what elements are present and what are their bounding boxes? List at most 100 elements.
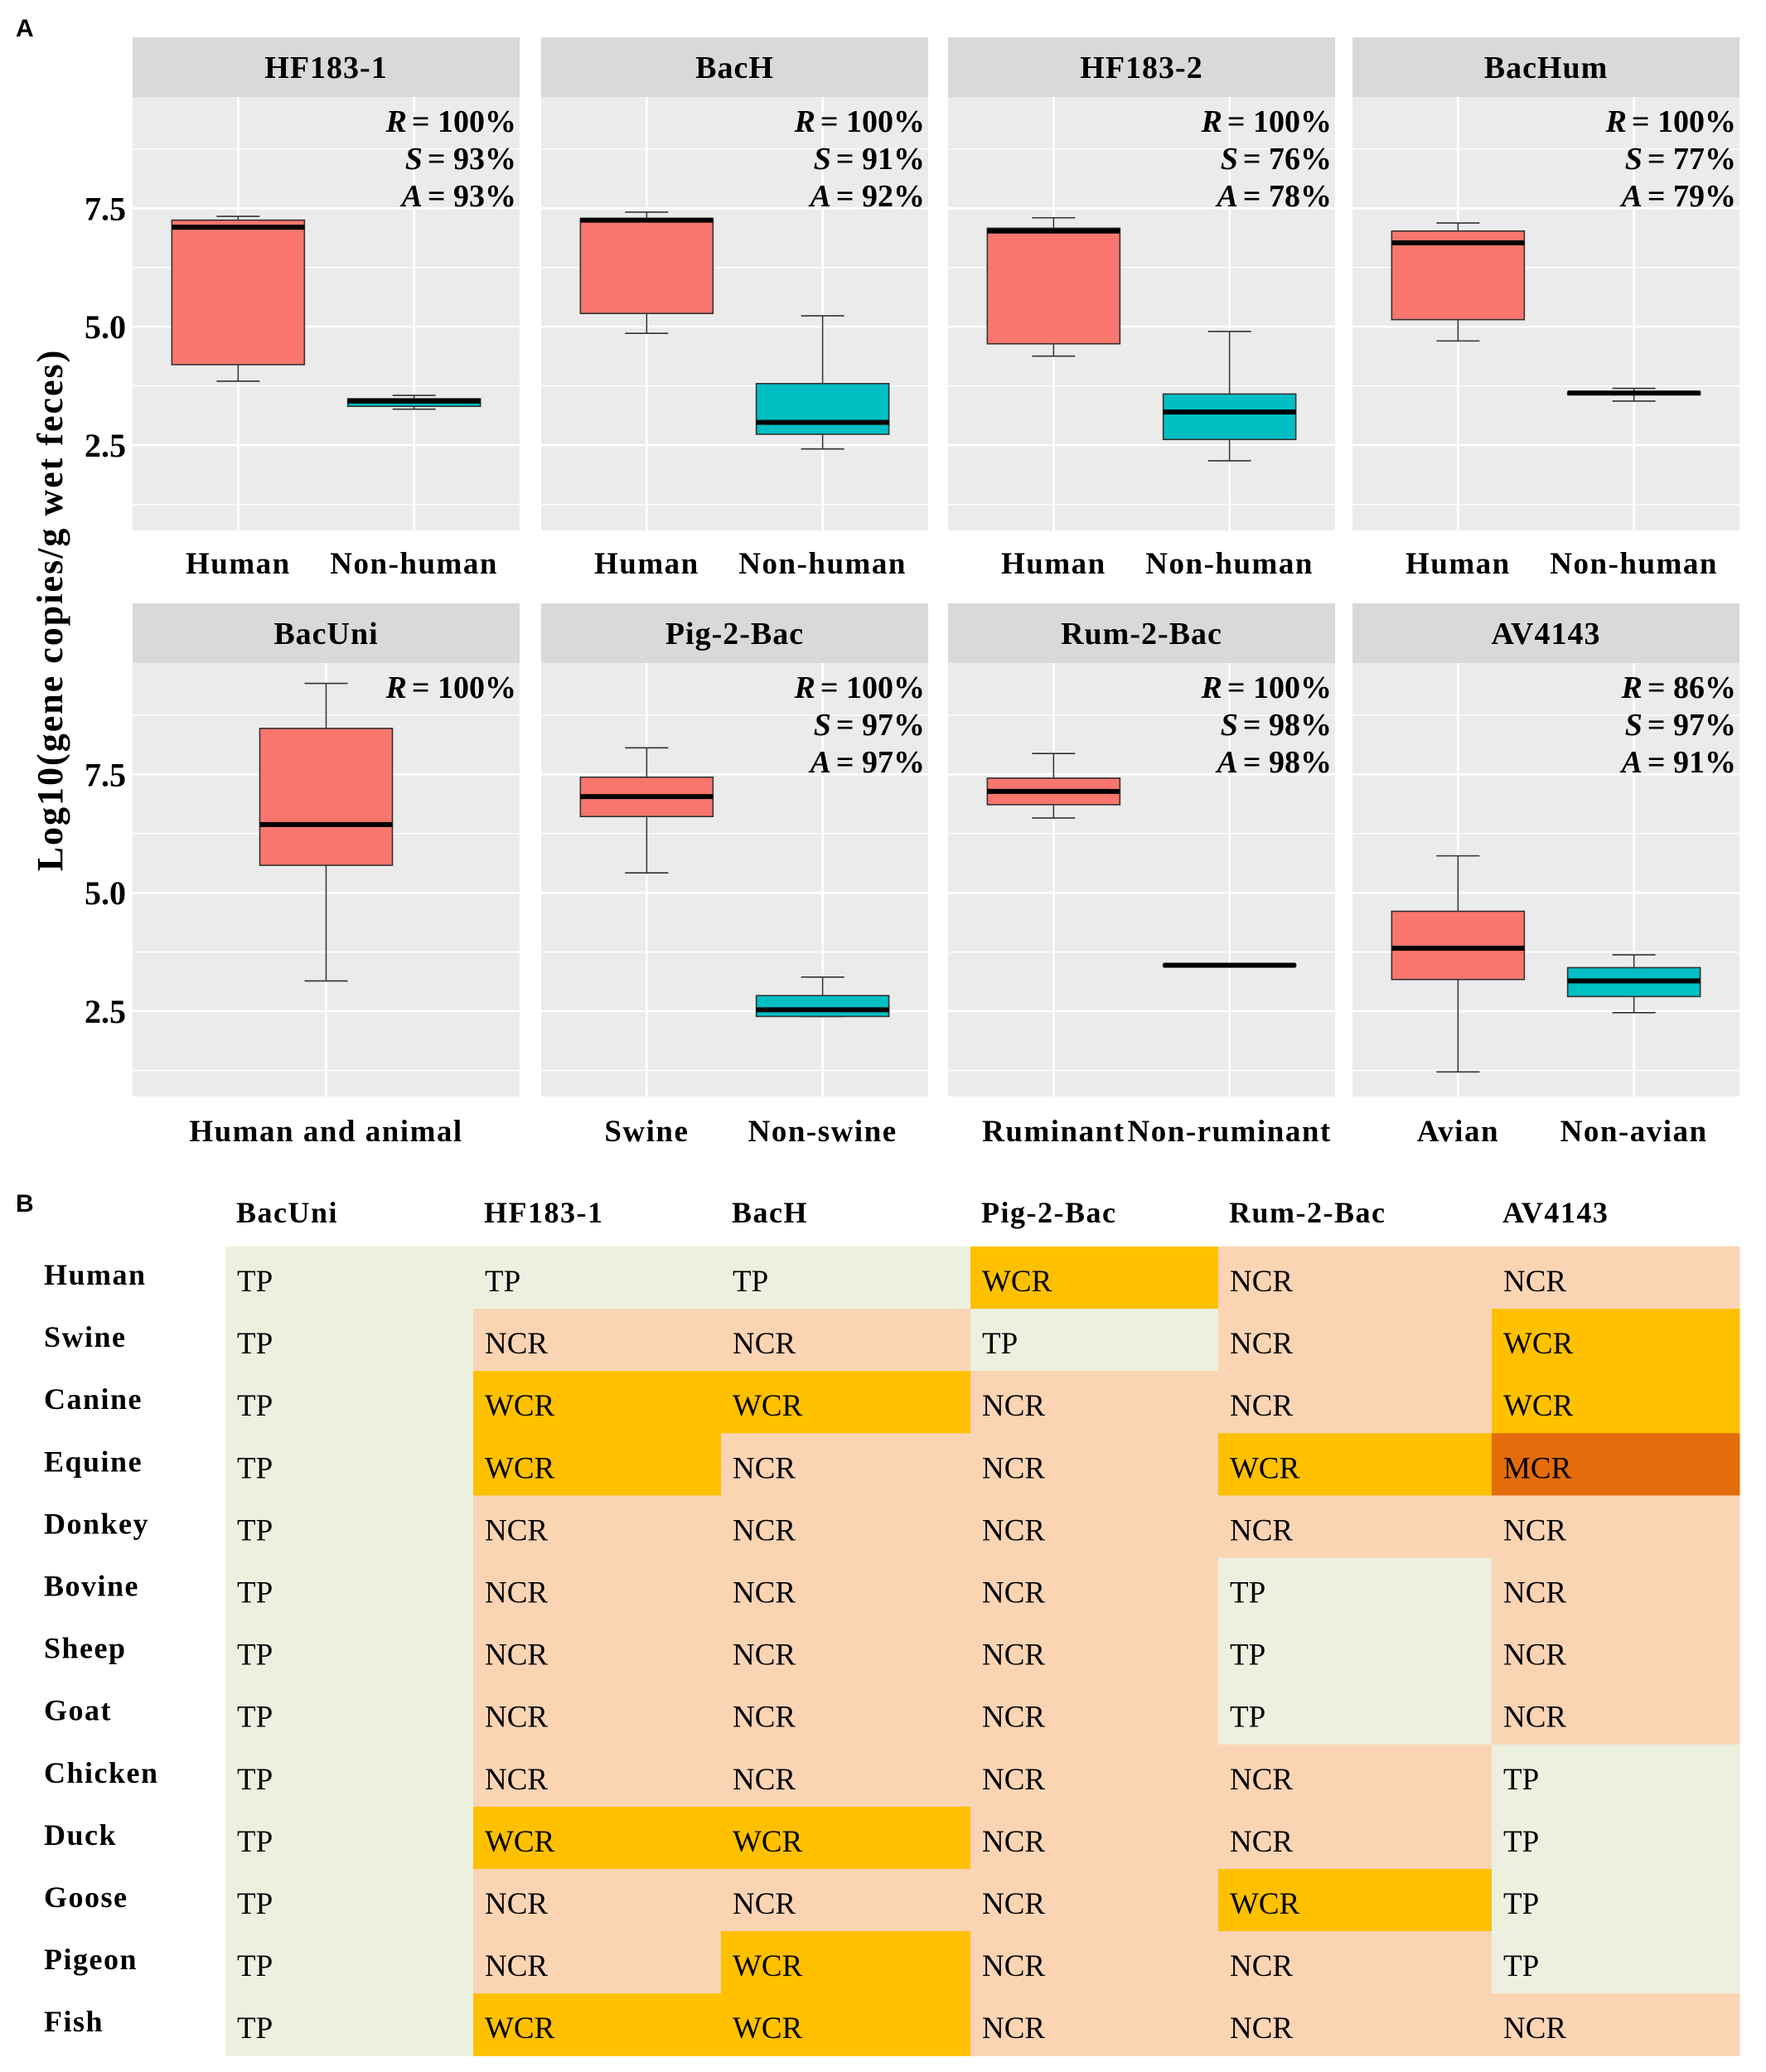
metric-value: = 98% (1243, 745, 1332, 780)
x-tick-label: Human (186, 547, 291, 581)
metric-annotation: S = 91% (814, 142, 925, 177)
cell-ncr (721, 1744, 971, 1808)
metric-name: R (385, 104, 406, 139)
cell-value: TP (237, 1639, 273, 1673)
metric-name: R (1604, 104, 1626, 139)
cell-wcr (473, 1371, 722, 1434)
metric-value: = 97% (836, 745, 925, 780)
row-label: Sheep (44, 1632, 127, 1665)
cell-value: NCR (1503, 1576, 1566, 1610)
row-label: Bovine (44, 1570, 139, 1603)
cell-tp (1218, 1557, 1493, 1621)
metric-value: = 78% (1243, 179, 1332, 214)
panel-label-a: A (16, 15, 34, 42)
cell-ncr (1492, 1495, 1740, 1558)
cell-value: TP (237, 1949, 273, 1983)
cell-ncr (721, 1869, 971, 1932)
facet-title: Pig-2-Bac (665, 617, 804, 651)
y-tick-label: 2.5 (85, 427, 126, 464)
facet-bachum: BacHum Human Non-human R = 100%S = 77%A = 79% (1352, 37, 1739, 581)
metric-annotation: R = 100% (1200, 104, 1332, 139)
metric-annotation: S = 97% (814, 708, 925, 743)
x-tick-label: Avian (1417, 1115, 1499, 1149)
cell-ncr (970, 1619, 1219, 1683)
cell-tp (1492, 1931, 1740, 1994)
metric-annotation: R = 100% (793, 670, 925, 705)
box-human (1391, 222, 1526, 342)
cell-value: NCR (1503, 1513, 1566, 1547)
cell-tp (225, 1309, 474, 1372)
metric-annotation: A = 97% (808, 745, 925, 780)
cell-wcr (473, 1433, 722, 1496)
cell-value: TP (1503, 1825, 1539, 1859)
cell-value: NCR (982, 1451, 1045, 1485)
cell-value: TP (237, 1763, 273, 1797)
metric-value: = 76% (1243, 142, 1332, 177)
table-row: Bovine TP NCR NCR NCR TP NCR (44, 1557, 1740, 1621)
cell-value: NCR (982, 1576, 1045, 1610)
box-iqr (1391, 910, 1526, 980)
metric-annotation: R = 100% (1604, 104, 1736, 139)
cell-value: NCR (485, 1513, 548, 1547)
metric-value: = 86% (1647, 670, 1736, 705)
metric-value: = 91% (836, 142, 925, 177)
metric-annotation: A = 78% (1215, 179, 1332, 214)
cell-value: WCR (733, 1389, 803, 1423)
cell-tp (225, 1931, 474, 1994)
cell-value: NCR (485, 1327, 548, 1361)
cell-value: NCR (982, 2011, 1045, 2045)
x-tick-label: Human (1406, 547, 1511, 581)
cell-value: NCR (1230, 1327, 1293, 1361)
facet-strip (541, 37, 928, 97)
cell-value: TP (1230, 1639, 1265, 1673)
cell-value: NCR (982, 1701, 1045, 1735)
metric-name: R (793, 670, 815, 705)
cell-value: NCR (982, 1513, 1045, 1547)
metric-name: A (1215, 179, 1237, 214)
cell-value: WCR (1503, 1327, 1574, 1361)
metric-value: = 97% (1647, 708, 1736, 743)
cell-tp (1218, 1682, 1493, 1745)
metric-annotation: R = 100% (793, 104, 925, 139)
metric-name: S (405, 142, 423, 177)
metric-annotation: S = 77% (1625, 142, 1736, 177)
cell-value: WCR (485, 1825, 555, 1859)
metric-name: S (814, 142, 831, 177)
facet-strip (1352, 603, 1739, 663)
cell-ncr (721, 1557, 971, 1621)
box-iqr (259, 728, 394, 866)
cell-value: WCR (733, 1825, 803, 1859)
cell-value: NCR (485, 1701, 548, 1735)
cell-ncr (1492, 1247, 1740, 1310)
cell-tp (970, 1309, 1219, 1372)
cell-value: TP (733, 1265, 768, 1299)
row-label: Fish (44, 2005, 104, 2038)
box-human-and-animal (259, 682, 394, 982)
cell-ncr (473, 1309, 722, 1372)
metric-value: = 100% (412, 104, 516, 139)
table-row: Swine TP NCR NCR TP NCR WCR (44, 1309, 1740, 1372)
column-header: Pig-2-Bac (981, 1196, 1116, 1229)
table-row: Human TP TP TP WCR NCR NCR (44, 1247, 1740, 1310)
facet-title: Rum-2-Bac (1061, 617, 1222, 651)
panel-label-b: B (16, 1190, 34, 1218)
row-label: Human (44, 1258, 147, 1291)
metric-value: = 92% (836, 179, 925, 214)
cell-ncr (721, 1495, 971, 1558)
metric-value: = 97% (836, 708, 925, 743)
facet-title: BacH (695, 51, 774, 85)
table-row: Donkey TP NCR NCR NCR NCR NCR (44, 1495, 1740, 1558)
cell-ncr (1218, 1744, 1493, 1808)
row-label: Pigeon (44, 1943, 138, 1976)
table-row: Equine TP WCR NCR NCR WCR MCR (44, 1433, 1740, 1496)
x-tick-label: Human (1001, 547, 1106, 581)
cell-ncr (473, 1744, 722, 1808)
x-tick-label: Non-swine (748, 1115, 898, 1149)
cell-value: TP (237, 2011, 273, 2045)
metric-annotation: S = 93% (405, 142, 516, 177)
box-non-swine (755, 976, 890, 1018)
facet-bach: BacH Human Non-human R = 100%S = 91%A = 92% (541, 37, 928, 581)
cell-tp (225, 1495, 474, 1558)
box-iqr (171, 219, 306, 366)
table-row: Goat TP NCR NCR NCR TP NCR (44, 1682, 1740, 1745)
